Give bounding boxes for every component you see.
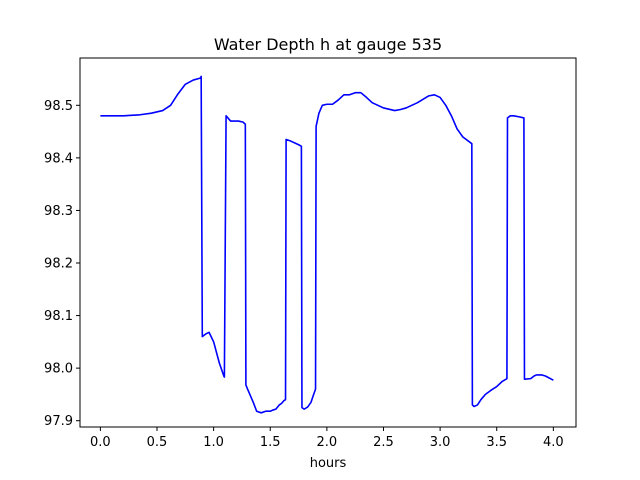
- plot-area-frame: [79, 57, 577, 428]
- y-tick-label: 98.0: [44, 362, 73, 377]
- y-axis-ticks: 97.9 98.0 98.1 98.2 98.3 98.4 98.5: [44, 99, 80, 429]
- y-tick-label: 98.2: [44, 257, 73, 272]
- series-layer: [100, 75, 554, 414]
- x-axis-ticks: 0.0 0.5 1.0 1.5 2.0 2.5 3.0 3.5 4.0: [90, 427, 564, 450]
- x-axis-label: hours: [310, 456, 347, 471]
- y-tick-label: 98.3: [44, 204, 73, 219]
- x-tick-label: 0.0: [90, 435, 111, 450]
- x-tick-label: 4.0: [543, 435, 564, 450]
- x-tick-label: 3.5: [486, 435, 507, 450]
- y-tick-label: 98.5: [44, 99, 73, 114]
- y-tick-label: 97.9: [44, 414, 73, 429]
- x-tick-label: 3.0: [430, 435, 451, 450]
- x-tick-label: 2.0: [317, 435, 338, 450]
- x-tick-label: 1.0: [203, 435, 224, 450]
- y-tick-label: 98.4: [44, 151, 73, 166]
- x-tick-label: 1.5: [260, 435, 281, 450]
- chart-title: Water Depth h at gauge 535: [214, 35, 442, 54]
- series-line-0: [100, 75, 554, 414]
- y-tick-label: 98.1: [44, 309, 73, 324]
- x-tick-label: 0.5: [147, 435, 168, 450]
- x-tick-label: 2.5: [373, 435, 394, 450]
